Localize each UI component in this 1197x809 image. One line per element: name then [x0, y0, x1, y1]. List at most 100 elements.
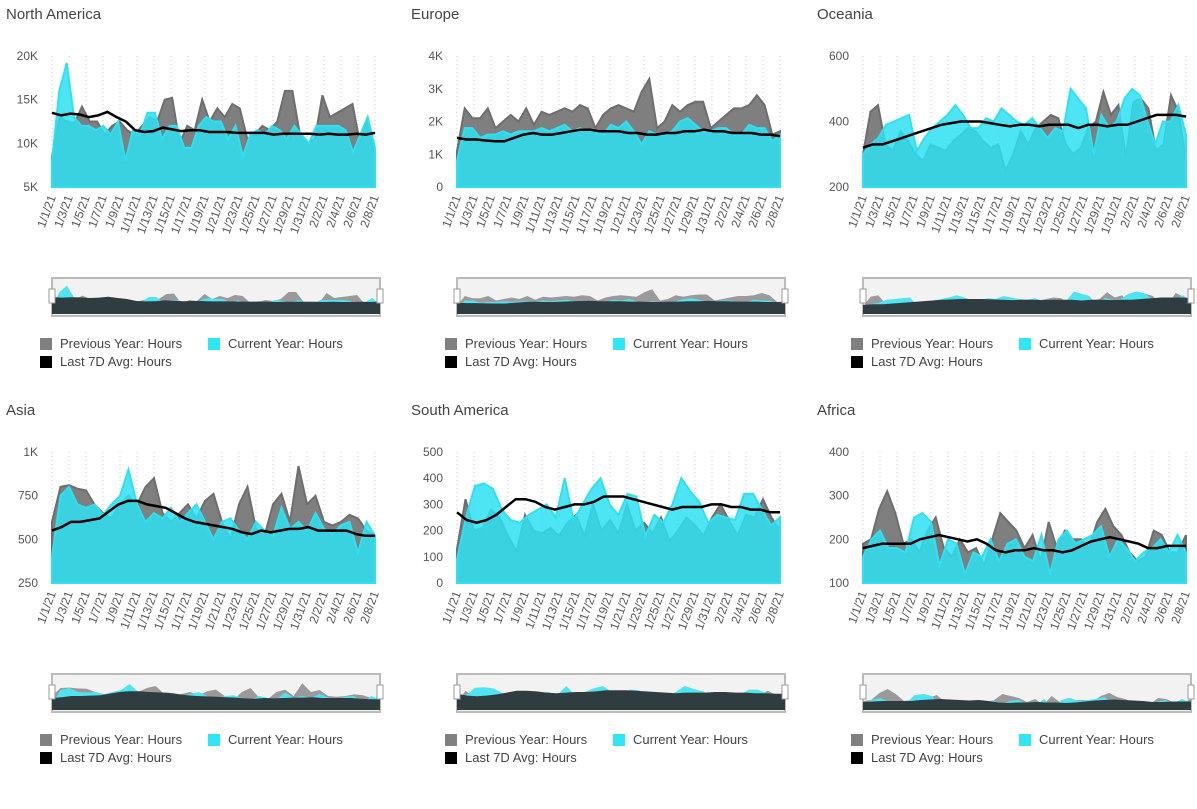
series-last-7d-avg[interactable] — [862, 113, 1187, 149]
y-tick-label: 400 — [829, 445, 849, 459]
y-tick-label: 1K — [23, 445, 38, 459]
legend-label: Current Year: Hours — [633, 336, 748, 351]
chart-oceania[interactable]: 2004006001/1/211/3/211/5/211/7/211/9/211… — [811, 0, 1197, 320]
legend-label: Last 7D Avg: Hours — [465, 750, 577, 765]
legend-last-7d-avg[interactable]: Last 7D Avg: Hours — [445, 354, 577, 369]
series-last-7d-avg[interactable] — [51, 499, 375, 538]
navigator-left-handle[interactable] — [859, 684, 867, 700]
legend-previous-year[interactable]: Previous Year: Hours — [40, 732, 182, 747]
chart-panel-north-america: North America 5K 10K 15K 20K 1/1/21 1/3/21 1/5/… — [0, 0, 395, 395]
legend-last-7d-avg[interactable]: Last 7D Avg: Hours — [445, 750, 577, 765]
series-last-7d-avg[interactable] — [456, 495, 780, 524]
series-current-year[interactable] — [456, 117, 781, 188]
legend-swatch — [1019, 734, 1031, 746]
y-tick-label: 400 — [423, 471, 443, 485]
legend-label: Last 7D Avg: Hours — [871, 750, 983, 765]
navigator-right-handle[interactable] — [781, 684, 789, 700]
navigator-right-handle[interactable] — [376, 288, 384, 304]
y-tick-label: 200 — [423, 524, 443, 538]
chart-panel-oceania: Oceania 200 400 600 1/1/21 1/3/21 1/5/21 1/7/21… — [811, 0, 1197, 395]
legend-label: Previous Year: Hours — [871, 732, 994, 747]
legend-current-year[interactable]: Current Year: Hours — [613, 732, 748, 747]
legend-current-year[interactable]: Current Year: Hours — [613, 336, 748, 351]
legend-previous-year[interactable]: Previous Year: Hours — [851, 336, 993, 351]
navigator-left-handle[interactable] — [453, 288, 461, 304]
chart-title: Asia — [6, 402, 36, 419]
y-tick-label: 200 — [829, 180, 849, 194]
chart-panel-south-america: South America 0 100 200 300 400 500 1/1/21 1/3/2… — [405, 396, 800, 791]
y-tick-label: 100 — [829, 576, 849, 590]
chart-europe[interactable]: 01K2K3K4K1/1/211/3/211/5/211/7/211/9/211… — [405, 0, 800, 320]
series-current-year[interactable] — [51, 62, 376, 188]
y-tick-label: 300 — [829, 489, 849, 503]
chart-title: Oceania — [817, 6, 873, 23]
y-tick-label: 100 — [423, 550, 443, 564]
y-tick-label: 3K — [428, 82, 443, 96]
y-tick-label: 500 — [18, 532, 38, 546]
navigator-right-handle[interactable] — [376, 684, 384, 700]
legend-label: Previous Year: Hours — [871, 336, 994, 351]
chart-north-america[interactable]: 5K10K15K20K1/1/211/3/211/5/211/7/211/9/2… — [0, 0, 395, 320]
legend-previous-year[interactable]: Previous Year: Hours — [445, 732, 587, 747]
legend-last-7d-avg[interactable]: Last 7D Avg: Hours — [851, 750, 983, 765]
legend-current-year[interactable]: Current Year: Hours — [208, 732, 343, 747]
series-current-year[interactable] — [862, 511, 1187, 584]
legend-current-year[interactable]: Current Year: Hours — [1019, 336, 1154, 351]
legend-previous-year[interactable]: Previous Year: Hours — [445, 336, 587, 351]
navigator-last-7d-avg — [863, 699, 1191, 710]
navigator-left-handle[interactable] — [453, 684, 461, 700]
legend-label: Last 7D Avg: Hours — [871, 354, 983, 369]
navigator-right-handle[interactable] — [781, 288, 789, 304]
legend-swatch — [208, 338, 220, 350]
series-last-7d-avg[interactable] — [862, 533, 1186, 554]
legend-label: Current Year: Hours — [1039, 732, 1154, 747]
chart-asia[interactable]: 2505007501K1/1/211/3/211/5/211/7/211/9/2… — [0, 396, 395, 716]
legend-label: Current Year: Hours — [228, 336, 343, 351]
legend-swatch — [40, 338, 52, 350]
y-tick-label: 20K — [17, 49, 38, 63]
legend-previous-year[interactable]: Previous Year: Hours — [40, 336, 182, 351]
y-tick-label: 0 — [436, 576, 443, 590]
legend-last-7d-avg[interactable]: Last 7D Avg: Hours — [851, 354, 983, 369]
y-tick-label: 200 — [829, 532, 849, 546]
legend-label: Previous Year: Hours — [60, 732, 183, 747]
series-current-year[interactable] — [51, 465, 376, 584]
legend-current-year[interactable]: Current Year: Hours — [208, 336, 343, 351]
navigator-left-handle[interactable] — [48, 288, 56, 304]
series-current-year[interactable] — [456, 475, 781, 584]
legend-swatch — [40, 752, 52, 764]
legend-swatch — [851, 734, 863, 746]
legend-last-7d-avg[interactable]: Last 7D Avg: Hours — [40, 750, 172, 765]
y-tick-label: 10K — [17, 136, 38, 150]
chart-africa[interactable]: 1002003004001/1/211/3/211/5/211/7/211/9/… — [811, 396, 1197, 716]
chart-south-america[interactable]: 01002003004005001/1/211/3/211/5/211/7/21… — [405, 396, 800, 716]
legend-label: Current Year: Hours — [228, 732, 343, 747]
y-tick-label: 250 — [18, 576, 38, 590]
y-tick-label: 300 — [423, 497, 443, 511]
y-tick-label: 15K — [17, 93, 38, 107]
legend-swatch — [445, 356, 457, 368]
navigator-right-handle[interactable] — [1187, 288, 1195, 304]
legend-label: Last 7D Avg: Hours — [60, 354, 172, 369]
legend-current-year[interactable]: Current Year: Hours — [1019, 732, 1154, 747]
series-current-year[interactable] — [862, 86, 1187, 188]
navigator-last-7d-avg — [457, 690, 785, 710]
legend-last-7d-avg[interactable]: Last 7D Avg: Hours — [40, 354, 172, 369]
legend-label: Previous Year: Hours — [465, 336, 588, 351]
legend-label: Current Year: Hours — [633, 732, 748, 747]
series-last-7d-avg[interactable] — [51, 110, 376, 136]
chart-panel-africa: Africa 100 200 300 400 1/1/21 1/3/21 1/5/21 1/7/… — [811, 396, 1197, 791]
y-tick-label: 2K — [428, 115, 443, 129]
y-tick-label: 5K — [23, 180, 38, 194]
chart-panel-europe: Europe 0 1K 2K 3K 4K 1/1/21 1/3/21 1/5/21 1/7/21 1… — [405, 0, 800, 395]
legend-label: Last 7D Avg: Hours — [60, 750, 172, 765]
legend-previous-year[interactable]: Previous Year: Hours — [851, 732, 993, 747]
y-tick-label: 4K — [428, 49, 443, 63]
y-tick-label: 400 — [829, 115, 849, 129]
navigator-left-handle[interactable] — [859, 288, 867, 304]
navigator-left-handle[interactable] — [48, 684, 56, 700]
legend-label: Previous Year: Hours — [465, 732, 588, 747]
series-last-7d-avg[interactable] — [456, 128, 781, 143]
navigator-right-handle[interactable] — [1187, 684, 1195, 700]
navigator-last-7d-avg — [52, 691, 380, 710]
